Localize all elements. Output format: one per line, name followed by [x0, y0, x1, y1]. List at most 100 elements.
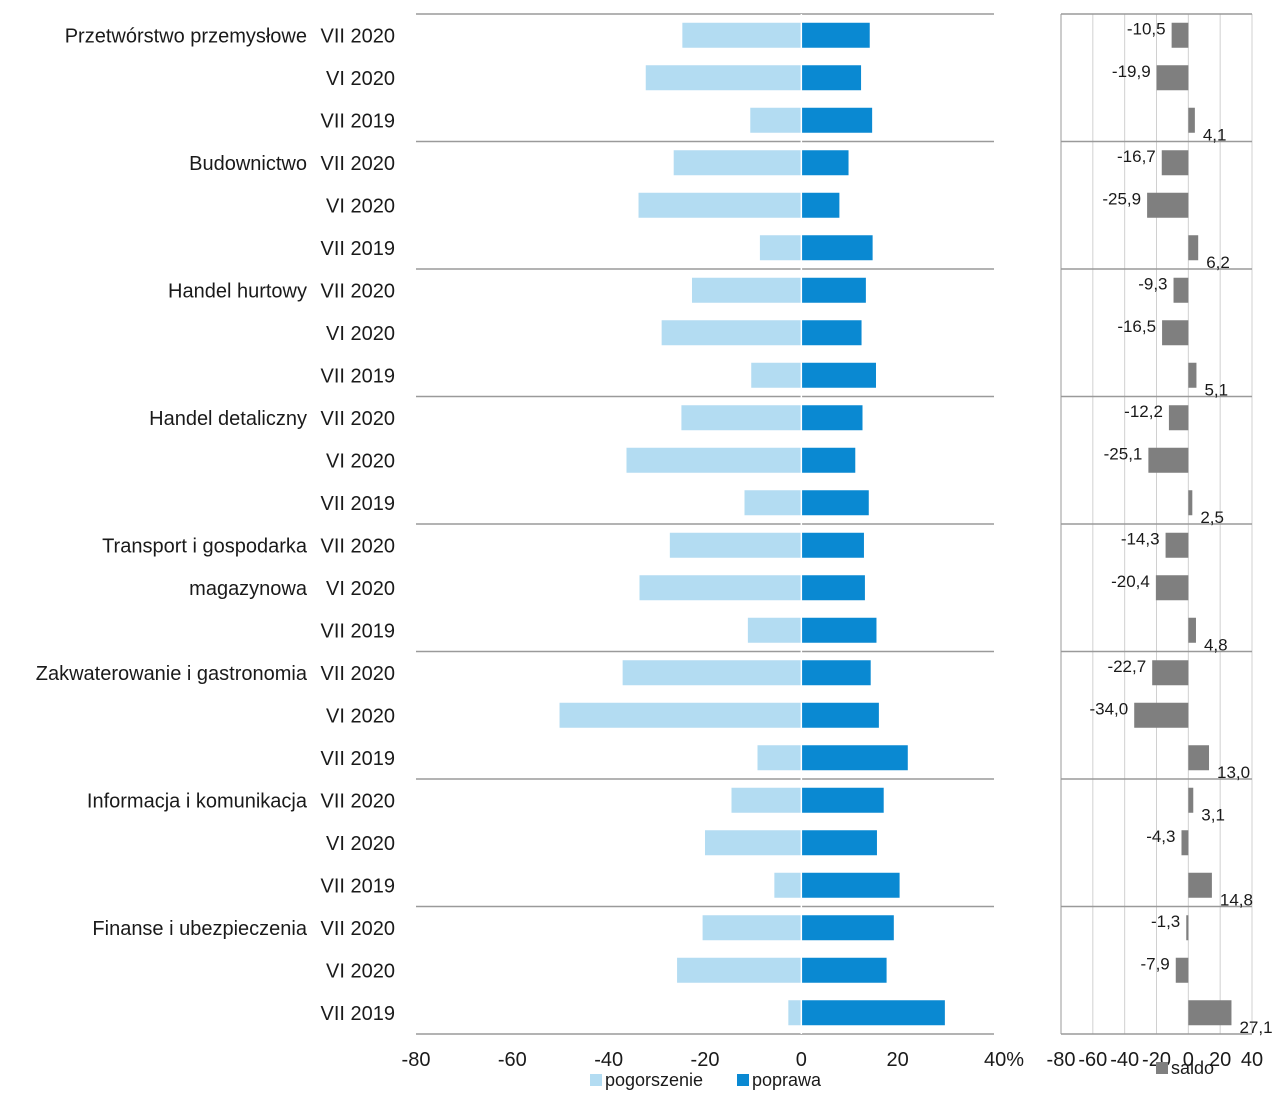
period-label: VII 2019 [320, 493, 395, 515]
bar-poprawa [801, 617, 877, 643]
bar-pogorszenie [757, 745, 802, 771]
bar-pogorszenie [788, 1000, 802, 1026]
saldo-tick-label: -40 [1110, 1049, 1139, 1071]
saldo-data-label: -22,7 [1107, 657, 1146, 676]
bar-pogorszenie [622, 660, 802, 686]
saldo-data-label: -4,3 [1146, 827, 1175, 846]
bar-saldo [1162, 320, 1189, 346]
bar-poprawa [801, 575, 865, 601]
bar-pogorszenie [677, 957, 802, 983]
period-label: VI 2020 [326, 195, 395, 217]
period-label: VII 2020 [320, 25, 395, 47]
x-tick-label: -80 [402, 1049, 431, 1071]
bar-saldo [1147, 192, 1189, 218]
bar-saldo [1188, 490, 1193, 516]
saldo-tick-label: 0 [1183, 1049, 1194, 1071]
bar-poprawa [801, 957, 887, 983]
saldo-data-label: -14,3 [1121, 529, 1160, 548]
bar-pogorszenie [638, 192, 802, 218]
bar-poprawa [801, 787, 884, 813]
bar-pogorszenie [744, 490, 802, 516]
bar-saldo [1156, 65, 1189, 91]
bar-pogorszenie [759, 235, 802, 261]
bar-poprawa [801, 872, 900, 898]
bar-pogorszenie [559, 702, 802, 728]
saldo-data-label: 27,1 [1239, 1018, 1272, 1037]
saldo-data-label: -19,9 [1112, 62, 1151, 81]
sector-label: magazynowa [189, 578, 308, 600]
bar-saldo [1188, 235, 1199, 261]
bar-pogorszenie [731, 787, 802, 813]
bar-poprawa [801, 235, 873, 261]
sector-label: Zakwaterowanie i gastronomia [36, 663, 308, 685]
bar-poprawa [801, 915, 894, 941]
bar-saldo [1175, 957, 1189, 983]
saldo-data-label: -16,7 [1117, 147, 1156, 166]
bar-saldo [1188, 872, 1212, 898]
period-label: VII 2019 [320, 620, 395, 642]
bar-pogorszenie [702, 915, 802, 941]
legend-swatch-saldo [1156, 1062, 1168, 1074]
bar-pogorszenie [705, 830, 802, 856]
bar-poprawa [801, 532, 864, 558]
bar-saldo [1188, 1000, 1232, 1026]
period-label: VII 2020 [320, 280, 395, 302]
bar-poprawa [801, 405, 863, 431]
period-label: VI 2020 [326, 833, 395, 855]
x-tick-label: 0 [796, 1049, 807, 1071]
saldo-data-label: 13,0 [1217, 763, 1250, 782]
saldo-data-label: -10,5 [1127, 19, 1166, 38]
saldo-data-label: -25,9 [1102, 189, 1141, 208]
bar-pogorszenie [645, 65, 802, 91]
bar-poprawa [801, 745, 908, 771]
saldo-data-label: 6,2 [1206, 253, 1230, 272]
period-label: VII 2020 [320, 153, 395, 175]
bar-poprawa [801, 320, 862, 346]
bar-saldo [1152, 660, 1189, 686]
sector-label: Transport i gospodarka [102, 535, 308, 557]
bar-poprawa [801, 192, 840, 218]
bar-saldo [1171, 22, 1189, 48]
legend-swatch-poprawa [737, 1074, 749, 1086]
saldo-data-label: 14,8 [1220, 890, 1253, 909]
saldo-data-label: -7,9 [1140, 954, 1169, 973]
sector-label: Handel hurtowy [168, 280, 307, 302]
bar-saldo [1188, 745, 1210, 771]
bar-saldo [1188, 617, 1196, 643]
period-label: VII 2020 [320, 918, 395, 940]
saldo-data-label: -34,0 [1089, 699, 1128, 718]
period-label: VII 2020 [320, 663, 395, 685]
bar-pogorszenie [750, 107, 802, 133]
bar-pogorszenie [747, 617, 802, 643]
bar-saldo [1165, 532, 1189, 558]
bar-poprawa [801, 150, 849, 176]
bar-saldo [1148, 447, 1189, 473]
period-label: VII 2019 [320, 875, 395, 897]
saldo-data-label: 4,8 [1204, 635, 1228, 654]
saldo-data-label: 3,1 [1201, 805, 1225, 824]
x-tick-label: -60 [498, 1049, 527, 1071]
period-label: VI 2020 [326, 578, 395, 600]
saldo-data-label: -25,1 [1104, 444, 1143, 463]
period-label: VII 2019 [320, 365, 395, 387]
saldo-tick-label: -60 [1078, 1049, 1107, 1071]
period-label: VII 2020 [320, 790, 395, 812]
x-tick-label: 40% [984, 1049, 1024, 1071]
period-label: VII 2020 [320, 535, 395, 557]
saldo-tick-label: 40 [1241, 1049, 1263, 1071]
sector-label: Informacja i komunikacja [87, 790, 308, 812]
bar-poprawa [801, 22, 870, 48]
bar-saldo [1186, 915, 1189, 941]
saldo-data-label: 5,1 [1204, 380, 1228, 399]
bar-poprawa [801, 830, 877, 856]
bar-poprawa [801, 660, 871, 686]
bar-pogorszenie [661, 320, 802, 346]
sector-label: Finanse i ubezpieczenia [92, 918, 307, 940]
period-label: VII 2019 [320, 110, 395, 132]
legend-swatch-pogorszenie [590, 1074, 602, 1086]
legend-label-saldo: saldo [1171, 1058, 1214, 1078]
period-label: VI 2020 [326, 705, 395, 727]
bar-pogorszenie [681, 405, 802, 431]
bar-saldo [1134, 702, 1189, 728]
